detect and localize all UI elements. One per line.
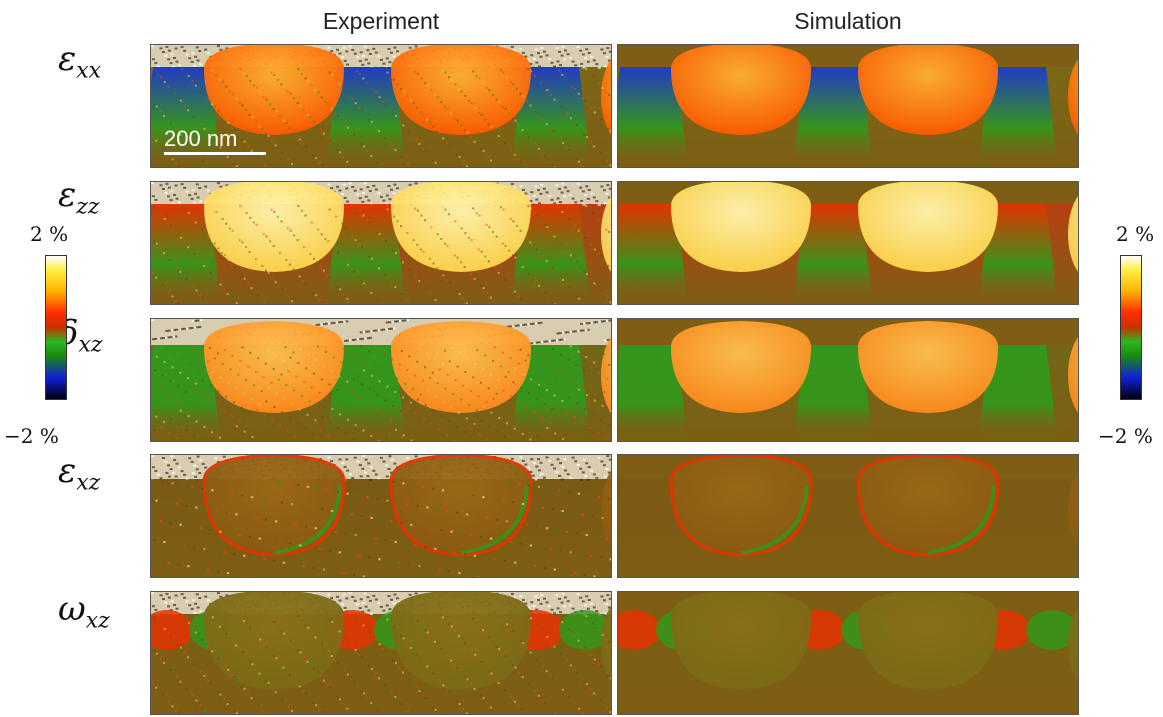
column-title-experiment: Experiment <box>150 4 612 38</box>
row-label-exx: εxx <box>58 42 101 83</box>
panel-ezz-simulation <box>617 181 1079 305</box>
colorbar-left-max-label: 2 % <box>30 222 68 246</box>
panel-dxz-experiment <box>150 318 612 442</box>
panel-exx-simulation <box>617 44 1079 168</box>
row-label-ezz: εzz <box>58 178 99 219</box>
panel-dxz-simulation <box>617 318 1079 442</box>
colorbar-right-min-label: −2 % <box>1098 424 1153 448</box>
panel-exz-simulation <box>617 454 1079 578</box>
scale-bar-label: 200 nm <box>164 126 237 152</box>
column-title-simulation: Simulation <box>617 4 1079 38</box>
row-label-wxz: ωxz <box>58 592 110 633</box>
panel-wxz-experiment <box>150 591 612 715</box>
colorbar-right <box>1120 255 1142 400</box>
panel-ezz-experiment <box>150 181 612 305</box>
colorbar-left <box>45 255 67 400</box>
panel-wxz-simulation <box>617 591 1079 715</box>
colorbar-left-min-label: −2 % <box>4 424 59 448</box>
row-label-exz: εxz <box>58 454 100 495</box>
scale-bar <box>164 152 266 155</box>
panel-exz-experiment <box>150 454 612 578</box>
colorbar-right-max-label: 2 % <box>1116 222 1154 246</box>
